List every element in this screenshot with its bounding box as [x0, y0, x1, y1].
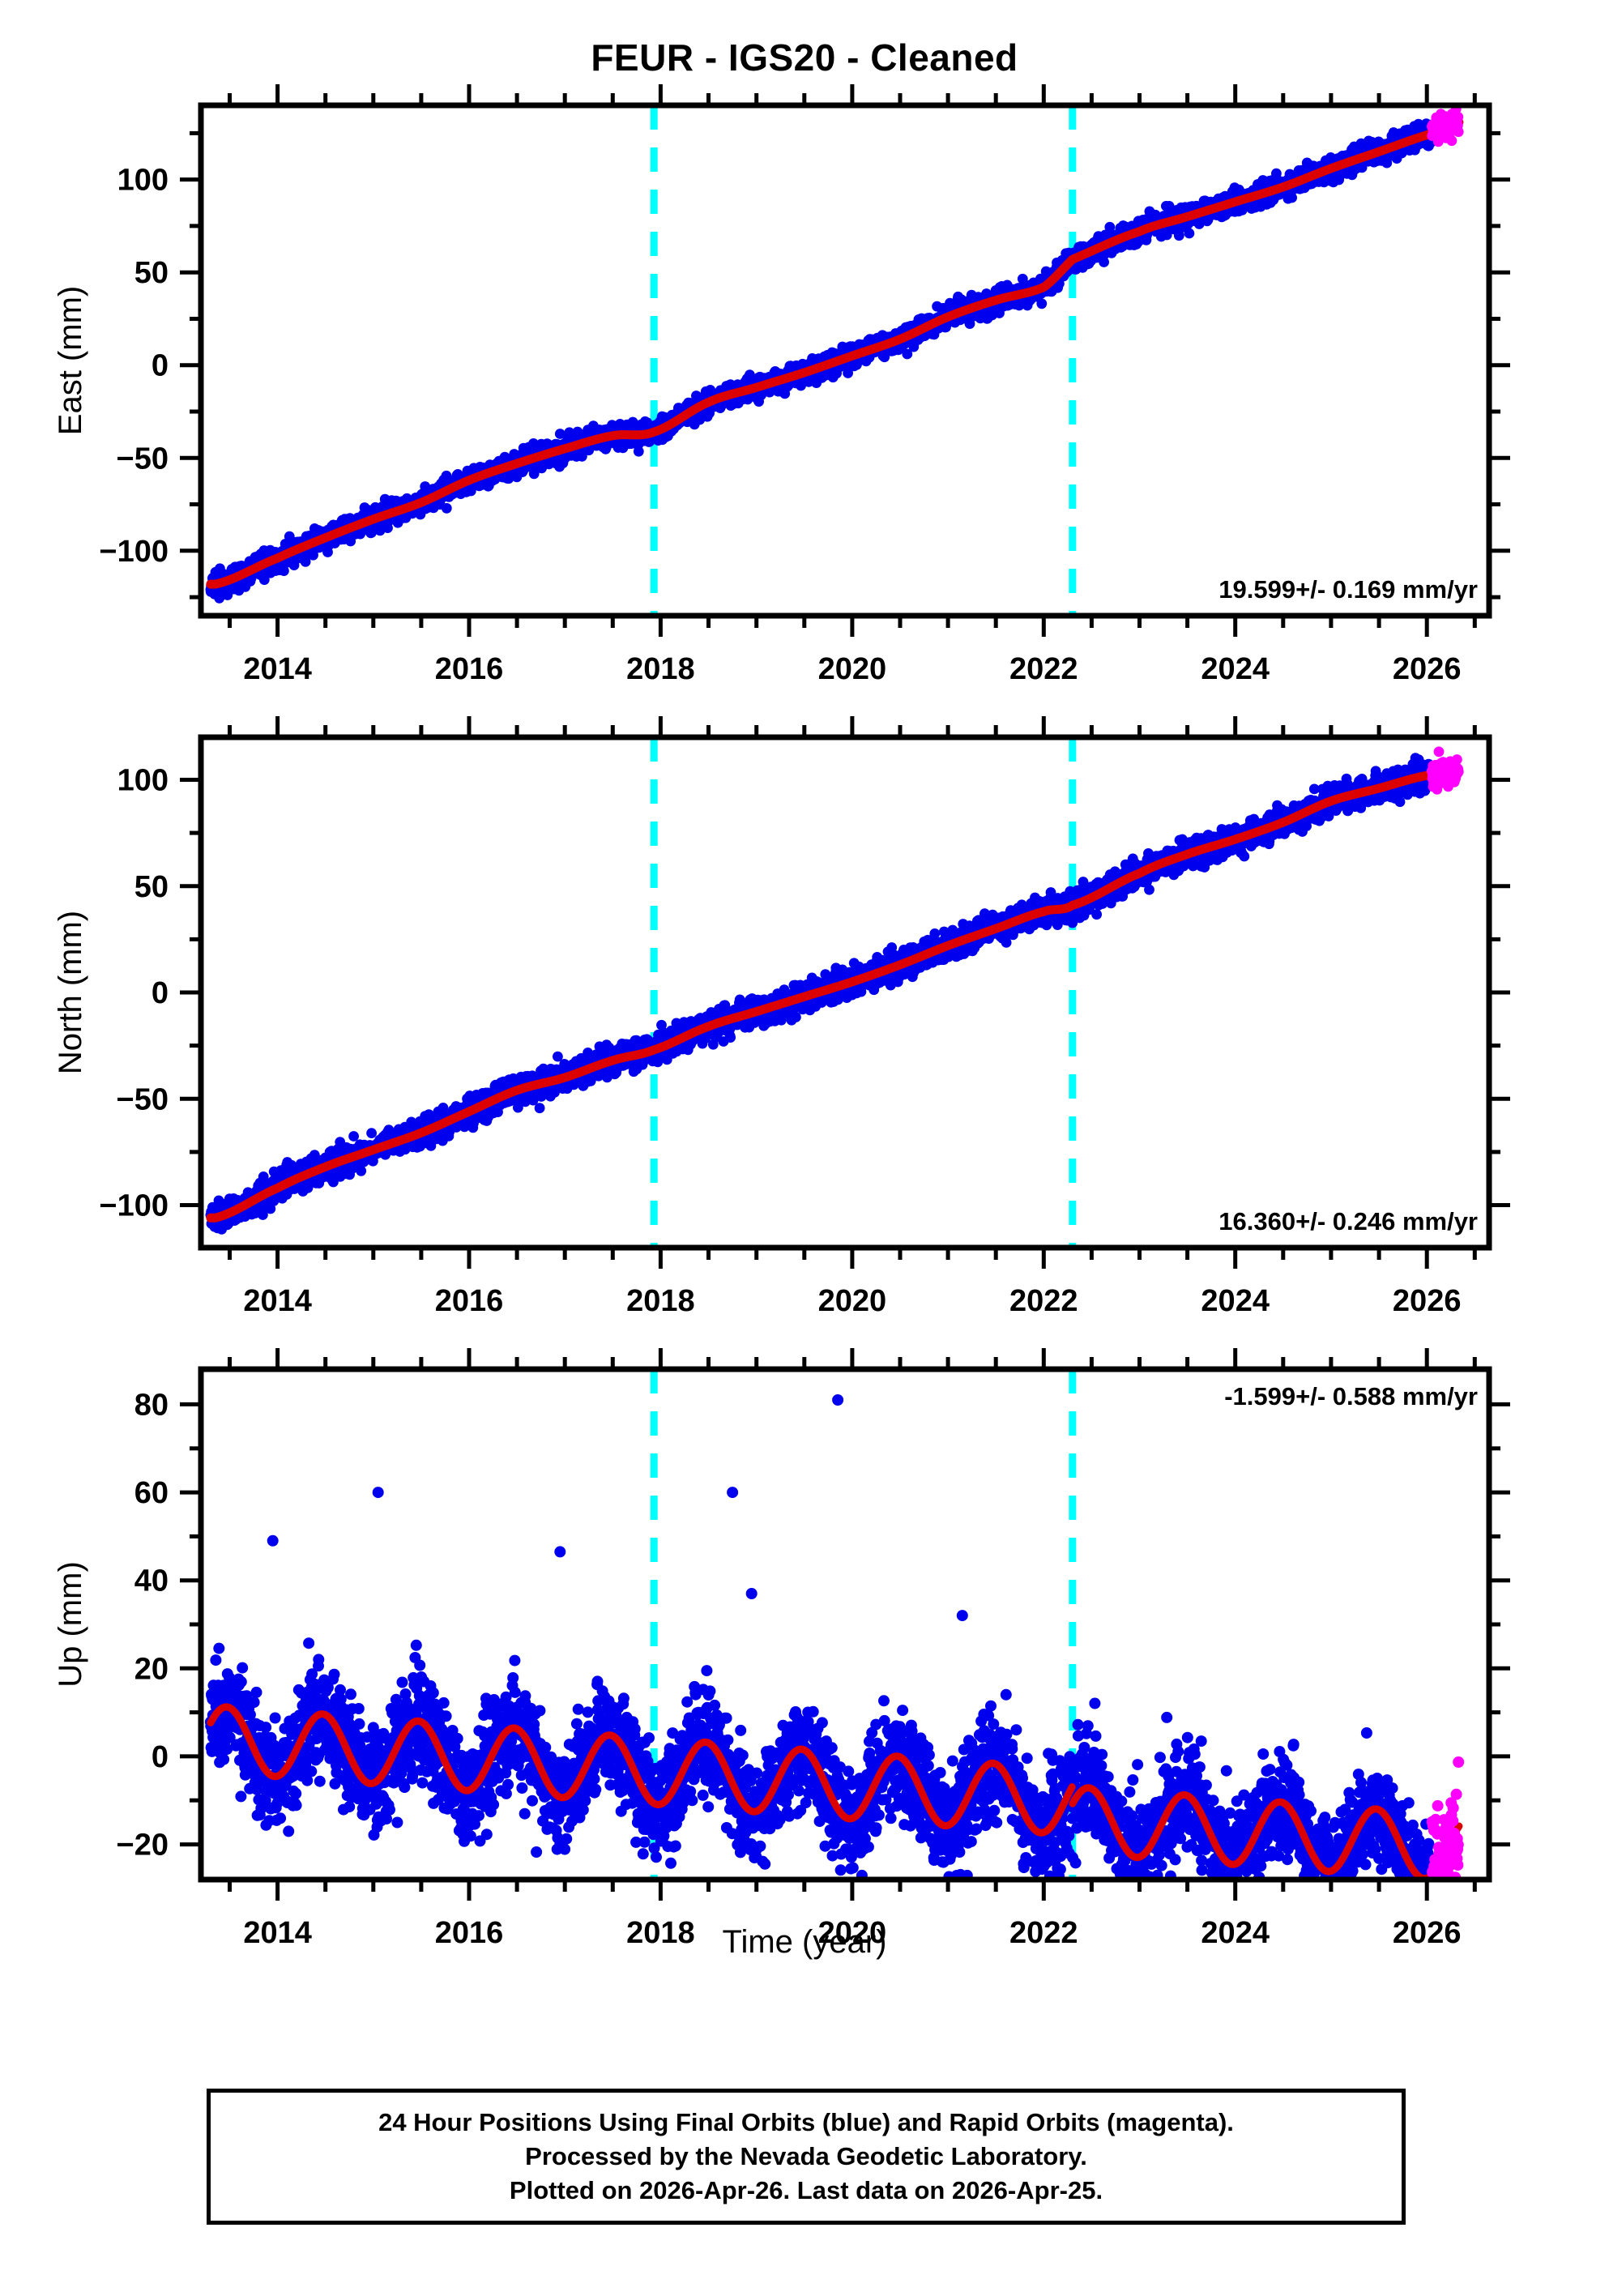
y-tick-label: 40: [134, 1564, 169, 1598]
x-tick-label: 2016: [435, 652, 504, 686]
modeled-trend-line: [206, 766, 1464, 1223]
x-tick-label: 2016: [435, 1284, 504, 1318]
data-points-rapid-orbits: [1426, 1756, 1465, 1880]
x-axis-ticks: [228, 1348, 1477, 1901]
y-tick-label: −50: [117, 442, 169, 476]
panel-north: −100 −50 0 50 100 2014 2016 2018 2020 2022 2024 202…: [0, 713, 1609, 1345]
y-axis-ticks: [180, 778, 1510, 1207]
x-tick-label: 2026: [1393, 652, 1462, 686]
x-tick-label: 2020: [818, 1916, 887, 1950]
plot-canvas-north: −100 −50 0 50 100 2014 2016 2018 2020 2022 2024 202…: [0, 713, 1609, 1345]
y-axis-ticks: [180, 130, 1510, 600]
x-tick-label: 2026: [1393, 1284, 1462, 1318]
y-axis-ticks: [180, 1402, 1510, 1847]
x-axis-ticks: [228, 716, 1477, 1269]
x-tick-label: 2014: [243, 1916, 312, 1950]
y-tick-label: 50: [134, 870, 169, 904]
y-tick-label: 50: [134, 256, 169, 290]
x-tick-label: 2022: [1009, 652, 1078, 686]
x-tick-label: 2024: [1201, 1916, 1270, 1950]
page-title: FEUR - IGS20 - Cleaned: [591, 36, 1018, 79]
y-tick-label: 0: [152, 349, 169, 383]
x-axis-label: Time (year): [722, 1924, 887, 1960]
modeled-trend-line: [207, 1703, 1463, 1880]
axes-frame: [198, 102, 1492, 619]
footer-line-1: 24 Hour Positions Using Final Orbits (bl…: [378, 2108, 1234, 2137]
footer-note-box: 24 Hour Positions Using Final Orbits (bl…: [207, 2089, 1406, 2225]
plot-canvas-east: −100 −50 0 50 100 2014 2016 2018 2020 2022 2024 202…: [0, 81, 1609, 713]
panel-up: −20 0 20 40 60 80 2014 2016 2018 2020 2022 2024 2026…: [0, 1345, 1609, 1977]
x-tick-label: 2022: [1009, 1284, 1078, 1318]
panel-east: −100 −50 0 50 100 2014 2016 2018 2020 2022 2024 202…: [0, 81, 1609, 713]
y-tick-label: 60: [134, 1476, 169, 1510]
data-points-rapid-orbits: [1426, 746, 1464, 795]
x-tick-label: 2014: [243, 652, 312, 686]
y-tick-label: 100: [117, 164, 169, 198]
x-tick-label: 2018: [626, 1916, 695, 1950]
y-axis-label: North (mm): [53, 911, 88, 1074]
y-axis-label: East (mm): [53, 286, 88, 435]
rate-annotation: 19.599+/- 0.169 mm/yr: [1218, 575, 1478, 604]
x-tick-label: 2024: [1201, 1284, 1270, 1318]
y-tick-label: −100: [99, 1189, 169, 1223]
y-tick-label: −100: [99, 535, 169, 569]
x-tick-label: 2026: [1393, 1916, 1462, 1950]
y-tick-label: 20: [134, 1652, 169, 1686]
y-axis-label: Up (mm): [53, 1561, 88, 1688]
x-tick-label: 2018: [626, 1284, 695, 1318]
y-tick-label: 0: [152, 976, 169, 1010]
plot-canvas-up: −20 0 20 40 60 80 2014 2016 2018 2020 2022 2024 2026…: [0, 1345, 1609, 1977]
x-axis-ticks: [228, 84, 1477, 637]
modeled-trend-line: [206, 117, 1464, 589]
footer-line-3: Plotted on 2026-Apr-26. Last data on 202…: [509, 2175, 1103, 2204]
x-tick-label: 2014: [243, 1284, 312, 1318]
x-tick-label: 2022: [1009, 1916, 1078, 1950]
x-tick-label: 2016: [435, 1916, 504, 1950]
x-tick-label: 2024: [1201, 652, 1270, 686]
y-tick-label: 0: [152, 1740, 169, 1774]
y-tick-label: 80: [134, 1388, 169, 1422]
x-tick-label: 2020: [818, 1284, 887, 1318]
event-lines: [650, 737, 1077, 1248]
rate-annotation: -1.599+/- 0.588 mm/yr: [1224, 1382, 1478, 1410]
y-tick-label: −50: [117, 1082, 169, 1116]
x-tick-label: 2020: [818, 652, 887, 686]
rate-annotation: 16.360+/- 0.246 mm/yr: [1218, 1207, 1478, 1235]
event-lines: [650, 105, 1077, 616]
footer-line-2: Processed by the Nevada Geodetic Laborat…: [525, 2142, 1087, 2171]
y-tick-label: −20: [117, 1829, 169, 1863]
y-tick-label: 100: [117, 764, 169, 798]
x-tick-label: 2018: [626, 652, 695, 686]
